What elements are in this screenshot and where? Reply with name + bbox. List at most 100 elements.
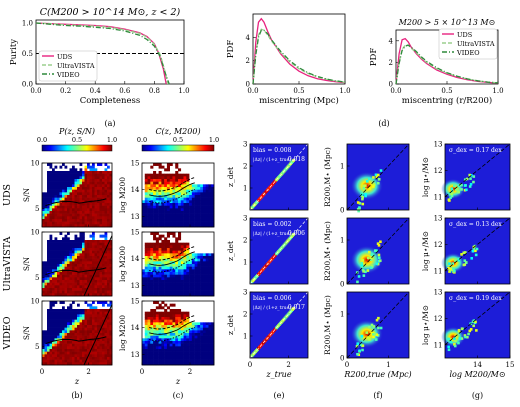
panel-f-ytick-label: 1 [340, 163, 344, 171]
panel-c-ytick-label: 13 [131, 282, 140, 290]
panel-g-density-cell [450, 194, 454, 198]
panel-c-ytick-label: 14 [131, 324, 140, 332]
panel-c-contour-lower [149, 188, 195, 204]
panel-g-density-cell [474, 249, 477, 253]
panel-f-density-cell [377, 244, 381, 247]
panel-c-ylabel: log M200 [118, 246, 127, 282]
panel-b-colorbar [41, 144, 113, 152]
panel-g-density-cell [458, 337, 462, 340]
panel-g-relation-line [444, 291, 511, 346]
panel-f-density-cell [360, 264, 364, 267]
panel-e-ytick-label: 3 [243, 141, 247, 149]
panel-f-density-cell [377, 178, 381, 181]
panel-f-density-cell [359, 343, 363, 347]
panel-g-relation-line [444, 143, 511, 198]
panel-e-bias-text: bias = 0.006 [253, 295, 292, 302]
panel-g-density-cell [472, 319, 476, 322]
panel-d2-xtick-label: 0.5 [441, 87, 452, 95]
panel-g-density-cell [460, 188, 463, 191]
panel-e-ytick-label: 3 [243, 215, 247, 223]
panel-f-density-cell [369, 256, 373, 259]
panel-g-density-cell [465, 188, 468, 192]
panel-f-density-cell [375, 262, 379, 265]
panel-b-heatmap-ultravista [42, 232, 113, 297]
panel-g-ytick-label: 12 [434, 315, 443, 323]
series-ultravista-line [252, 28, 346, 85]
panel-f-density-cell [364, 194, 367, 198]
panel-c-title: C(z, M200) [155, 127, 200, 136]
panel-g-density-cell [469, 177, 472, 180]
panel-f-density-cell [379, 169, 383, 172]
panel-b-ytick-label: 5 [35, 274, 39, 282]
panel-g-density-cell [464, 261, 468, 264]
panel-g-density-cell [463, 178, 467, 182]
panel-g-ylabel: log μ⋆/M⊙ [421, 157, 430, 197]
panel-g-density-cell [457, 328, 461, 332]
panel-f-density-cell [362, 270, 365, 273]
panel-f-density-cell [368, 187, 372, 190]
panel-e-ytick-label: 1 [243, 259, 247, 267]
panel-f-density-cell [356, 201, 360, 204]
panel-f-density-cell [366, 256, 370, 260]
panel-f-density-cell [377, 316, 380, 320]
panel-d1-ytick-label: 2 [246, 57, 250, 65]
panel-g-density-cell [472, 247, 476, 250]
panel-c-frame [141, 231, 215, 297]
panel-d1-xlabel: miscentring (Mpc) [259, 95, 339, 106]
panel-a-ylabel: Purity [9, 39, 19, 65]
panel-g-density-cell [451, 262, 455, 265]
panel-f-density-cell [362, 274, 366, 277]
panel-c-contour-upper [149, 245, 195, 261]
panel-f-density-cell [376, 242, 380, 245]
panel-f-density-cell [361, 348, 364, 352]
panel-g-density-cell [463, 334, 467, 337]
panel-a-xtick-label: 0.4 [90, 87, 102, 95]
panel-e-ytick-label: 2 [243, 311, 247, 319]
panel-f-density-cell [360, 334, 364, 338]
panel-g-density-cell [464, 184, 467, 187]
panel-g-density-cell [467, 332, 470, 336]
panel-g-density-cell [472, 324, 475, 328]
panel-g-density-cell [469, 328, 473, 331]
panel-f-density-cell [376, 173, 380, 177]
legend-uds-label: UDS [457, 31, 472, 39]
panel-c-contour-lower [149, 257, 195, 273]
row-label-uds: UDS [2, 184, 13, 206]
panel-g-density-cell [448, 270, 451, 273]
panel-f-ytick-label: 0 [340, 355, 344, 363]
panel-f-density-cell [379, 240, 382, 244]
series-video-line [395, 44, 499, 85]
panel-g-density-cell [457, 184, 461, 188]
panel-e-scatter-text: 0.006 [288, 230, 305, 237]
panel-g-xtick-label: 15 [506, 361, 515, 369]
panel-e-xtick-label: 2 [286, 361, 290, 369]
panel-g-density-cell [462, 251, 466, 255]
panel-g-density-cell [449, 196, 452, 199]
panel-f-density-cell [362, 184, 365, 188]
panel-e-ylabel: z_det [226, 167, 235, 187]
panel-f-identity-line [346, 217, 410, 285]
panel-g-xlabel: log M200/M⊙ [449, 370, 505, 379]
panel-f-density-cell [375, 333, 378, 336]
panel-f-density-cell [377, 326, 380, 330]
panel-a-ytick-label: 0.5 [22, 50, 33, 58]
panel-c-ytick-label: 15 [131, 229, 140, 237]
panel-g-background [445, 218, 510, 284]
panel-f-density-cell [367, 336, 370, 339]
panel-c-colorbar-tick: 0.0 [137, 136, 147, 144]
panel-g-density-cell [457, 258, 461, 262]
panel-g-density-cell [468, 185, 472, 188]
panel-g-density-cell [447, 267, 450, 270]
panel-c-heatmap-uds [142, 163, 215, 228]
panel-b-ylabel: S/N [22, 187, 31, 202]
panel-g-density-cell [447, 198, 451, 202]
panel-g-density-cell [460, 253, 463, 256]
panel-c-label: (c) [173, 391, 184, 400]
row-label-ultravista: UltraVISTA [2, 236, 13, 291]
panel-f-density-cell [361, 344, 365, 347]
panel-g-ytick-label: 13 [434, 289, 443, 297]
panel-b-xtick-label: 0 [40, 368, 44, 376]
series-uds-line [252, 17, 346, 85]
panel-f-density-cell [362, 187, 366, 190]
